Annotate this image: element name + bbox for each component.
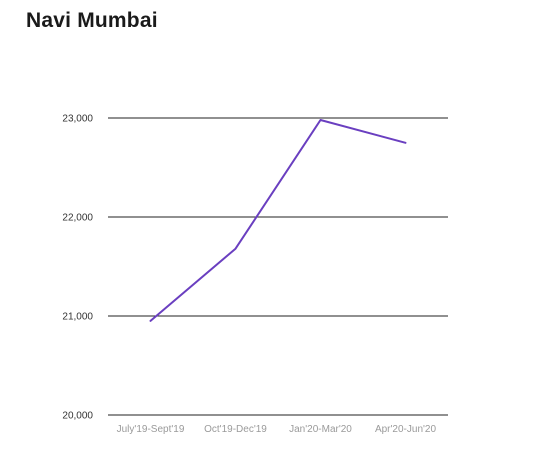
x-tick-label: Jan'20-Mar'20 (289, 424, 352, 435)
x-tick-label: Oct'19-Dec'19 (204, 424, 267, 435)
series-layer (149, 119, 407, 322)
x-tick-label: July'19-Sept'19 (117, 424, 185, 435)
x-axis-tick-labels: July'19-Sept'19 Oct'19-Dec'19 Jan'20-Mar'2… (117, 424, 437, 435)
chart-title: Navi Mumbai (26, 9, 158, 32)
y-tick-label: 22,000 (62, 213, 93, 224)
y-tick-label: 20,000 (62, 411, 93, 422)
y-axis-tick-labels: 20,000 21,000 22,000 23,000 (62, 114, 93, 422)
y-tick-label: 21,000 (62, 312, 93, 323)
y-tick-label: 23,000 (62, 114, 93, 125)
gridlines (108, 117, 448, 416)
series-line-0 (149, 119, 407, 322)
x-tick-label: Apr'20-Jun'20 (375, 424, 437, 435)
